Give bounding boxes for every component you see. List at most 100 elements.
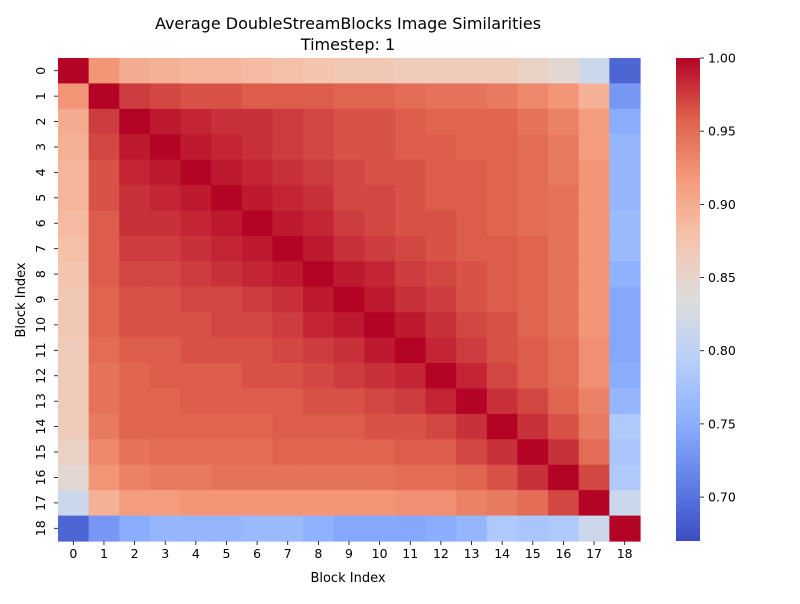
heatmap-cell-13-1 xyxy=(88,388,120,415)
heatmap-cell-2-1 xyxy=(88,108,120,135)
heatmap-cell-3-2 xyxy=(119,134,151,161)
heatmap-cell-16-1 xyxy=(88,464,120,491)
y-tick-label: 8 xyxy=(33,270,48,278)
heatmap-cell-9-17 xyxy=(578,286,610,313)
heatmap-cell-8-1 xyxy=(88,261,120,288)
heatmap-cell-9-2 xyxy=(119,286,151,313)
heatmap-cell-3-1 xyxy=(88,134,120,161)
heatmap-cell-7-6 xyxy=(241,235,274,262)
heatmap-cell-15-4 xyxy=(180,439,212,466)
heatmap-cell-6-7 xyxy=(272,210,304,237)
heatmap-cell-0-18 xyxy=(609,58,641,85)
heatmap-cell-13-11 xyxy=(394,388,427,415)
heatmap-cell-4-12 xyxy=(425,159,457,186)
heatmap-cell-0-7 xyxy=(272,58,304,85)
heatmap-cell-5-13 xyxy=(456,185,488,212)
heatmap-cell-16-7 xyxy=(272,464,304,491)
heatmap-cell-16-17 xyxy=(578,464,610,491)
heatmap-cell-1-14 xyxy=(486,83,519,110)
colorbar-tick-label: 0.85 xyxy=(708,270,736,285)
x-tick-label: 17 xyxy=(586,546,602,561)
heatmap-cell-1-2 xyxy=(119,83,151,110)
heatmap-cell-0-17 xyxy=(578,58,610,85)
heatmap-cell-18-13 xyxy=(456,515,488,542)
heatmap-cell-18-7 xyxy=(272,515,304,542)
heatmap-cell-18-9 xyxy=(333,515,365,542)
heatmap-cell-9-1 xyxy=(88,286,120,313)
x-tick-label: 16 xyxy=(555,546,571,561)
y-tick-label: 10 xyxy=(33,317,48,333)
heatmap-cell-4-2 xyxy=(119,159,151,186)
heatmap-cell-9-10 xyxy=(364,286,396,313)
heatmap-cell-10-0 xyxy=(58,312,90,339)
heatmap-cell-14-0 xyxy=(58,413,90,440)
heatmap-cell-3-3 xyxy=(149,134,182,161)
colorbar-tick-label: 0.95 xyxy=(708,124,736,139)
heatmap-cell-16-11 xyxy=(394,464,427,491)
heatmap-cell-0-2 xyxy=(119,58,151,85)
heatmap-cell-18-4 xyxy=(180,515,212,542)
heatmap-cell-4-3 xyxy=(149,159,182,186)
heatmap-cell-9-12 xyxy=(425,286,457,313)
x-axis-ticks: 0 1 2 3 4 5 6 7 8 9 10 11 12 13 14 15 16 17 18 xyxy=(69,541,633,561)
heatmap-cell-2-13 xyxy=(456,108,488,135)
heatmap-cell-16-13 xyxy=(456,464,488,491)
heatmap-cell-8-6 xyxy=(241,261,274,288)
heatmap-cell-17-2 xyxy=(119,490,151,517)
heatmap-cell-1-10 xyxy=(364,83,396,110)
heatmap-cell-10-13 xyxy=(456,312,488,339)
heatmap-cell-15-1 xyxy=(88,439,120,466)
heatmap-cell-15-15 xyxy=(517,439,549,466)
heatmap-cell-2-11 xyxy=(394,108,427,135)
heatmap-cell-8-17 xyxy=(578,261,610,288)
heatmap-cell-13-9 xyxy=(333,388,365,415)
heatmap-cell-11-8 xyxy=(303,337,335,364)
x-tick-label: 10 xyxy=(372,546,388,561)
heatmap-cell-13-13 xyxy=(456,388,488,415)
heatmap-cell-15-16 xyxy=(548,439,580,466)
heatmap-cell-15-14 xyxy=(486,439,519,466)
heatmap-cell-9-16 xyxy=(548,286,580,313)
heatmap-cell-14-10 xyxy=(364,413,396,440)
x-axis-label: Block Index xyxy=(310,571,385,586)
heatmap-cell-10-7 xyxy=(272,312,304,339)
heatmap-cell-6-18 xyxy=(609,210,641,237)
heatmap-cell-13-8 xyxy=(303,388,335,415)
heatmap-cell-11-1 xyxy=(88,337,120,364)
heatmap-cell-14-1 xyxy=(88,413,120,440)
heatmap-cell-17-15 xyxy=(517,490,549,517)
heatmap-cell-16-9 xyxy=(333,464,365,491)
heatmap-cell-15-18 xyxy=(609,439,641,466)
heatmap-cell-14-13 xyxy=(456,413,488,440)
x-tick-label: 14 xyxy=(494,546,510,561)
heatmap-cell-3-14 xyxy=(486,134,519,161)
heatmap-cell-2-6 xyxy=(241,108,274,135)
heatmap-cell-14-6 xyxy=(241,413,274,440)
heatmap-cell-15-6 xyxy=(241,439,274,466)
heatmap-cell-0-8 xyxy=(303,58,335,85)
heatmap-cell-2-17 xyxy=(578,108,610,135)
y-tick-label: 0 xyxy=(33,67,48,75)
heatmap-cell-3-10 xyxy=(364,134,396,161)
colorbar-tick-label: 0.70 xyxy=(708,490,736,505)
heatmap-cell-12-2 xyxy=(119,363,151,390)
heatmap-cell-8-7 xyxy=(272,261,304,288)
chart-title: Average DoubleStreamBlocks Image Similar… xyxy=(155,14,541,33)
heatmap-cell-12-1 xyxy=(88,363,120,390)
heatmap-cell-6-4 xyxy=(180,210,212,237)
heatmap-cell-13-6 xyxy=(241,388,274,415)
heatmap-cell-4-7 xyxy=(272,159,304,186)
heatmap-cell-5-7 xyxy=(272,185,304,212)
heatmap-cell-12-8 xyxy=(303,363,335,390)
heatmap-cells xyxy=(58,58,641,542)
heatmap-cell-7-18 xyxy=(609,235,641,262)
y-tick-label: 5 xyxy=(33,194,48,202)
heatmap-cell-0-9 xyxy=(333,58,365,85)
y-tick-label: 14 xyxy=(33,419,48,435)
heatmap-cell-1-4 xyxy=(180,83,212,110)
heatmap-cell-16-4 xyxy=(180,464,212,491)
heatmap-cell-0-15 xyxy=(517,58,549,85)
heatmap-cell-5-2 xyxy=(119,185,151,212)
heatmap-cell-10-16 xyxy=(548,312,580,339)
